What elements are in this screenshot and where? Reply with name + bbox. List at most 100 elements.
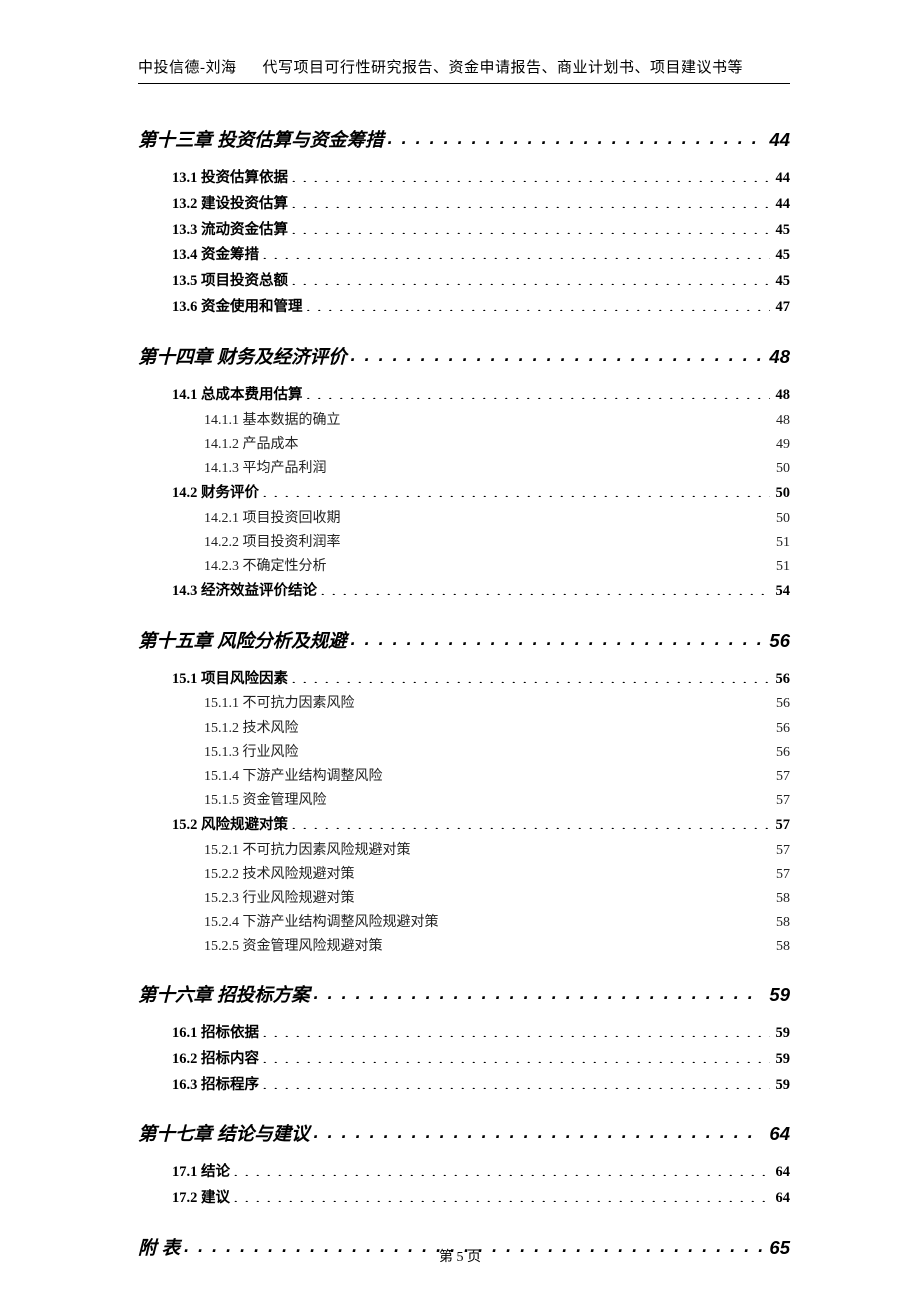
toc-entry: 17.2 建议64 — [172, 1186, 790, 1212]
toc-dot-leader — [327, 557, 771, 570]
toc-entry: 13.2 建设投资估算 44 — [172, 192, 790, 218]
toc-entry-page: 59 — [770, 1047, 790, 1073]
toc-entry-label: 15.2.4 下游产业结构调整风险规避对策 — [204, 911, 439, 935]
header-left: 中投信德-刘海 — [138, 60, 237, 76]
toc-entry: 15.2.3 行业风险规避对策 58 — [204, 887, 790, 911]
toc-entry-label: 15.1 项目风险因素 — [172, 667, 288, 693]
toc-entry-label: 13.2 建设投资估算 — [172, 192, 288, 218]
toc-entry-label: 15.2.2 技术风险规避对策 — [204, 863, 355, 887]
toc-entry-label: 15.1.3 行业风险 — [204, 741, 299, 765]
toc-entry-page: 58 — [770, 911, 790, 935]
toc-entry-label: 14.1.1 基本数据的确立 — [204, 409, 341, 433]
toc-dot-leader — [439, 913, 771, 926]
toc-entry-page: 58 — [770, 887, 790, 911]
toc-dot-leader — [310, 1122, 762, 1140]
toc-entry-label: 15.1.5 资金管理风险 — [204, 789, 327, 813]
toc-entry-label: 第十三章 投资估算与资金筹措 — [138, 126, 384, 152]
toc-entry-page: 45 — [770, 218, 790, 244]
toc-entry-page: 56 — [770, 692, 790, 716]
toc-entry-label: 15.2.1 不可抗力因素风险规避对策 — [204, 839, 411, 863]
toc-dot-leader — [288, 271, 770, 285]
toc-dot-leader — [299, 435, 771, 448]
toc-entry: 15.1 项目风险因素 56 — [172, 667, 790, 693]
toc-dot-leader — [384, 128, 762, 146]
toc-entry-page: 50 — [770, 481, 790, 507]
toc-entry-page: 45 — [770, 269, 790, 295]
toc-entry-page: 59 — [770, 1021, 790, 1047]
toc-entry: 14.2.2 项目投资利润率51 — [204, 531, 790, 555]
toc-dot-leader — [383, 937, 771, 950]
toc-dot-leader — [259, 1075, 770, 1089]
toc-entry-label: 15.1.4 下游产业结构调整风险 — [204, 765, 383, 789]
toc-entry: 14.1.2 产品成本49 — [204, 433, 790, 457]
toc-dot-leader — [355, 865, 771, 878]
toc-entry-label: 14.2.3 不确定性分析 — [204, 555, 327, 579]
toc-entry-page: 47 — [770, 295, 790, 321]
toc-entry-label: 14.2.1 项目投资回收期 — [204, 507, 341, 531]
toc-entry-label: 15.2 风险规避对策 — [172, 813, 288, 839]
toc-entry-label: 15.2.3 行业风险规避对策 — [204, 887, 355, 911]
toc-entry-page: 48 — [770, 409, 790, 433]
toc-entry: 15.1.2 技术风险56 — [204, 717, 790, 741]
toc-entry-label: 17.1 结论 — [172, 1160, 230, 1186]
toc-dot-leader — [383, 767, 771, 780]
toc-entry-label: 14.1.2 产品成本 — [204, 433, 299, 457]
toc-entry-page: 57 — [770, 789, 790, 813]
toc-entry: 15.1.1 不可抗力因素风险 56 — [204, 692, 790, 716]
toc-dot-leader — [411, 841, 771, 854]
toc-entry: 15.1.3 行业风险 56 — [204, 741, 790, 765]
toc-entry: 15.1.5 资金管理风险 57 — [204, 789, 790, 813]
toc-entry: 14.2.1 项目投资回收期50 — [204, 507, 790, 531]
toc-entry-label: 15.1.1 不可抗力因素风险 — [204, 692, 355, 716]
toc-entry-label: 15.2.5 资金管理风险规避对策 — [204, 935, 383, 959]
toc-entry: 13.5 项目投资总额45 — [172, 269, 790, 295]
toc-entry-label: 17.2 建议 — [172, 1186, 230, 1212]
toc-entry-page: 50 — [770, 457, 790, 481]
toc-dot-leader — [310, 983, 762, 1001]
toc-entry: 13.6 资金使用和管理47 — [172, 295, 790, 321]
toc-dot-leader — [341, 509, 771, 522]
toc-entry: 16.2 招标内容59 — [172, 1047, 790, 1073]
toc-entry: 16.3 招标程序59 — [172, 1073, 790, 1099]
toc-entry: 13.3 流动资金估算 45 — [172, 218, 790, 244]
toc-entry: 14.1.3 平均产品利润50 — [204, 457, 790, 481]
toc-entry-page: 57 — [770, 765, 790, 789]
toc-entry-page: 56 — [770, 667, 790, 693]
toc-entry: 14.2 财务评价50 — [172, 481, 790, 507]
toc-entry-label: 16.3 招标程序 — [172, 1073, 259, 1099]
toc-entry-page: 51 — [770, 555, 790, 579]
toc-entry: 13.4 资金筹措45 — [172, 243, 790, 269]
toc-entry: 16.1 招标依据 59 — [172, 1021, 790, 1047]
toc-entry: 14.3 经济效益评价结论54 — [172, 579, 790, 605]
toc-entry-page: 58 — [770, 935, 790, 959]
toc-entry: 第十三章 投资估算与资金筹措44 — [138, 126, 790, 152]
toc-entry-page: 64 — [770, 1160, 790, 1186]
toc-entry-page: 44 — [770, 192, 790, 218]
toc-entry-label: 16.1 招标依据 — [172, 1021, 259, 1047]
toc-dot-leader — [230, 1188, 770, 1202]
toc-entry: 15.1.4 下游产业结构调整风险 57 — [204, 765, 790, 789]
toc-entry: 15.2.2 技术风险规避对策 57 — [204, 863, 790, 887]
toc-entry-page: 57 — [770, 813, 790, 839]
toc-entry-label: 13.3 流动资金估算 — [172, 218, 288, 244]
toc-entry-page: 56 — [770, 741, 790, 765]
document-page: 中投信德-刘海代写项目可行性研究报告、资金申请报告、商业计划书、项目建议书等 第… — [0, 0, 920, 1314]
toc-entry: 15.2.1 不可抗力因素风险规避对策57 — [204, 839, 790, 863]
toc-entry-page: 48 — [770, 383, 790, 409]
toc-entry: 15.2.4 下游产业结构调整风险规避对策 58 — [204, 911, 790, 935]
toc-entry-label: 第十四章 财务及经济评价 — [138, 343, 347, 369]
toc-entry-label: 第十七章 结论与建议 — [138, 1120, 310, 1146]
toc-dot-leader — [341, 533, 771, 546]
toc-dot-leader — [317, 581, 770, 595]
toc-dot-leader — [259, 1023, 770, 1037]
toc-dot-leader — [303, 385, 771, 399]
toc-dot-leader — [259, 483, 770, 497]
toc-dot-leader — [259, 1049, 770, 1063]
toc-entry: 第十四章 财务及经济评价48 — [138, 343, 790, 369]
toc-dot-leader — [288, 194, 770, 208]
toc-entry-page: 57 — [770, 863, 790, 887]
toc-entry-page: 44 — [770, 166, 790, 192]
toc-entry: 14.1 总成本费用估算48 — [172, 383, 790, 409]
toc-dot-leader — [327, 459, 771, 472]
toc-entry: 17.1 结论 64 — [172, 1160, 790, 1186]
